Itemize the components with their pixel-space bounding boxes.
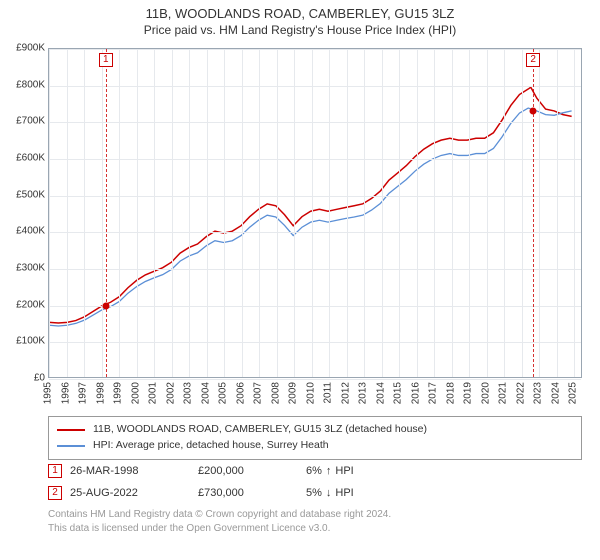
x-axis-label: 1999: [113, 382, 124, 404]
x-axis-label: 2014: [375, 382, 386, 404]
x-axis-label: 2009: [288, 382, 299, 404]
x-axis-label: 1997: [78, 382, 89, 404]
y-axis-label: £0: [1, 373, 45, 384]
arrow-down-icon: [326, 487, 332, 499]
x-axis-label: 2020: [480, 382, 491, 404]
transactions-table: 1 26-MAR-1998 £200,000 6% HPI 2 25-AUG-2…: [48, 460, 582, 504]
x-axis-label: 2002: [165, 382, 176, 404]
y-axis-label: £100K: [1, 336, 45, 347]
marker-badge: 2: [526, 53, 540, 67]
marker-vline: [106, 49, 107, 377]
transaction-delta: 6% HPI: [306, 465, 446, 477]
transaction-row: 1 26-MAR-1998 £200,000 6% HPI: [48, 460, 582, 482]
transaction-marker: 1: [48, 464, 62, 478]
y-axis-label: £800K: [1, 79, 45, 90]
legend-label: 11B, WOODLANDS ROAD, CAMBERLEY, GU15 3LZ…: [93, 422, 427, 438]
x-axis-label: 2016: [410, 382, 421, 404]
x-axis-label: 2019: [463, 382, 474, 404]
x-axis-label: 2013: [358, 382, 369, 404]
transaction-price: £200,000: [198, 465, 298, 477]
x-axis-label: 2025: [568, 382, 579, 404]
arrow-up-icon: [326, 465, 332, 477]
transaction-marker: 2: [48, 486, 62, 500]
x-axis-label: 2000: [130, 382, 141, 404]
y-axis-label: £700K: [1, 116, 45, 127]
y-axis-label: £300K: [1, 263, 45, 274]
transaction-delta: 5% HPI: [306, 487, 446, 499]
x-axis-label: 2004: [200, 382, 211, 404]
transaction-date: 25-AUG-2022: [70, 487, 190, 499]
chart-title: 11B, WOODLANDS ROAD, CAMBERLEY, GU15 3LZ: [10, 6, 590, 21]
chart-container: 11B, WOODLANDS ROAD, CAMBERLEY, GU15 3LZ…: [0, 0, 600, 560]
legend-label: HPI: Average price, detached house, Surr…: [93, 438, 329, 454]
marker-badge: 1: [99, 53, 113, 67]
attribution: Contains HM Land Registry data © Crown c…: [48, 508, 582, 535]
x-axis-label: 2017: [428, 382, 439, 404]
y-axis-label: £600K: [1, 153, 45, 164]
x-axis-label: 2001: [148, 382, 159, 404]
x-axis-label: 2011: [323, 382, 334, 404]
y-axis-label: £400K: [1, 226, 45, 237]
x-axis-label: 1995: [43, 382, 54, 404]
marker-dot: [102, 302, 109, 309]
legend-swatch: [57, 445, 85, 447]
x-axis-label: 2005: [218, 382, 229, 404]
y-axis-label: £900K: [1, 43, 45, 54]
legend-item: HPI: Average price, detached house, Surr…: [57, 438, 573, 454]
marker-vline: [533, 49, 534, 377]
transaction-price: £730,000: [198, 487, 298, 499]
legend-item: 11B, WOODLANDS ROAD, CAMBERLEY, GU15 3LZ…: [57, 422, 573, 438]
x-axis-label: 2023: [533, 382, 544, 404]
transaction-date: 26-MAR-1998: [70, 465, 190, 477]
x-axis-label: 2012: [340, 382, 351, 404]
x-axis-label: 2007: [253, 382, 264, 404]
x-axis-label: 2024: [550, 382, 561, 404]
legend-swatch: [57, 429, 85, 431]
x-axis-label: 1996: [60, 382, 71, 404]
chart-subtitle: Price paid vs. HM Land Registry's House …: [10, 23, 590, 37]
chart-plot-area: 12: [48, 48, 582, 378]
x-axis-label: 2008: [270, 382, 281, 404]
x-axis-label: 2006: [235, 382, 246, 404]
y-axis-label: £500K: [1, 189, 45, 200]
x-axis-label: 2003: [183, 382, 194, 404]
title-block: 11B, WOODLANDS ROAD, CAMBERLEY, GU15 3LZ…: [0, 0, 600, 41]
transaction-row: 2 25-AUG-2022 £730,000 5% HPI: [48, 482, 582, 504]
legend: 11B, WOODLANDS ROAD, CAMBERLEY, GU15 3LZ…: [48, 416, 582, 460]
x-axis-label: 1998: [95, 382, 106, 404]
x-axis-label: 2022: [515, 382, 526, 404]
x-axis-label: 2010: [305, 382, 316, 404]
x-axis-label: 2018: [445, 382, 456, 404]
marker-dot: [530, 108, 537, 115]
y-axis-label: £200K: [1, 299, 45, 310]
x-axis-label: 2015: [393, 382, 404, 404]
x-axis-label: 2021: [498, 382, 509, 404]
chart-svg: [49, 49, 581, 377]
